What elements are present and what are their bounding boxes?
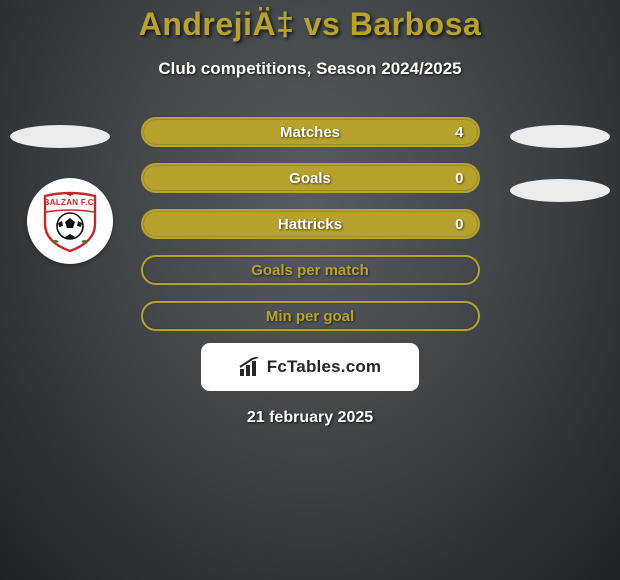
- stat-value-right: 0: [455, 170, 463, 187]
- stat-label: Matches: [280, 124, 340, 141]
- stat-value-right: 4: [455, 124, 463, 141]
- bars-icon: [239, 357, 263, 377]
- stat-value-right: 0: [455, 216, 463, 233]
- stat-bar: Hattricks 0: [141, 209, 480, 239]
- stat-bar: Min per goal: [141, 301, 480, 331]
- stat-label: Hattricks: [278, 216, 342, 233]
- ellipse-chip: [10, 125, 110, 148]
- club-badge-left: BALZAN F.C.: [27, 178, 113, 264]
- stat-bar: Matches 4: [141, 117, 480, 147]
- stat-bar: Goals 0: [141, 163, 480, 193]
- stat-label: Goals per match: [251, 262, 369, 279]
- date: 21 february 2025: [247, 409, 373, 427]
- stats-bars: Matches 4 Goals 0 Hattricks 0 Goals per match M…: [141, 117, 480, 331]
- brand-logo[interactable]: FcTables.com: [201, 343, 419, 391]
- club-name: BALZAN F.C.: [41, 198, 99, 207]
- subtitle: Club competitions, Season 2024/2025: [158, 59, 461, 79]
- club-shield: BALZAN F.C.: [41, 190, 99, 252]
- stat-bar: Goals per match: [141, 255, 480, 285]
- stat-label: Min per goal: [266, 308, 354, 325]
- stat-label: Goals: [289, 170, 331, 187]
- brand-text: FcTables.com: [267, 357, 382, 377]
- ellipse-chip: [510, 179, 610, 202]
- card-content: AndrejiÄ‡ vs Barbosa Club competitions, …: [0, 0, 620, 580]
- page-title: AndrejiÄ‡ vs Barbosa: [139, 6, 482, 43]
- ellipse-chip: [510, 125, 610, 148]
